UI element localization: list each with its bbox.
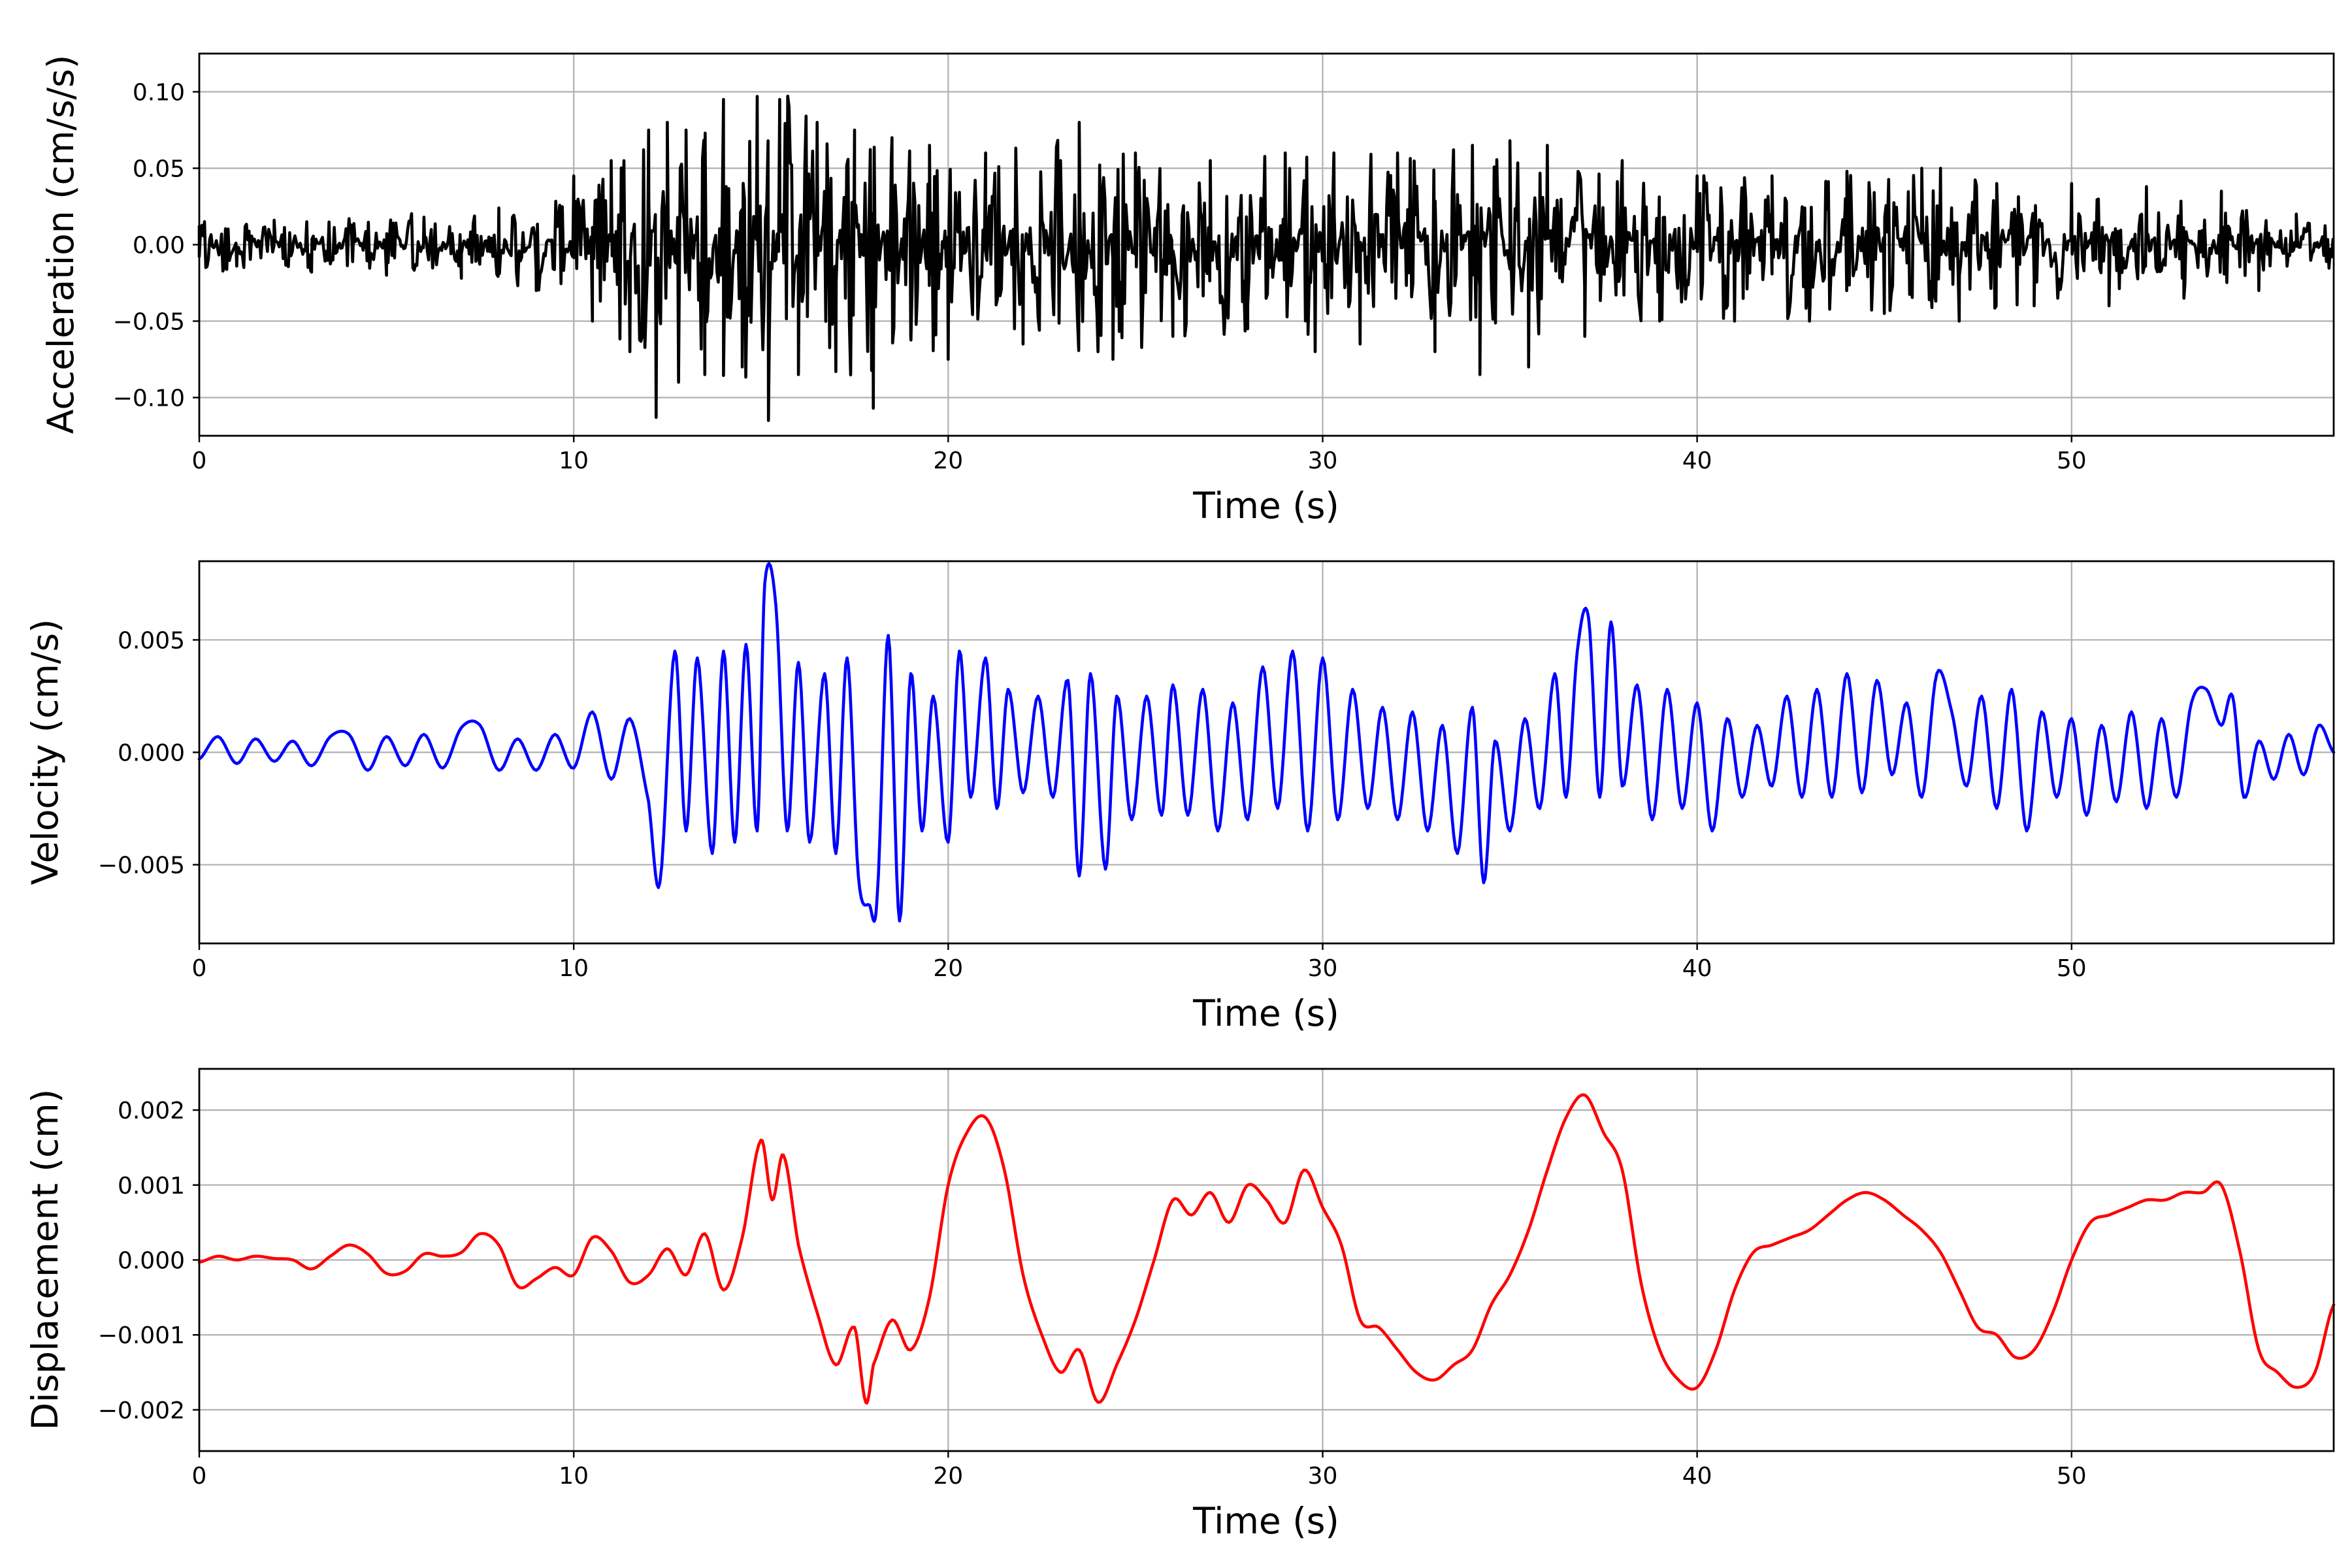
- displacement-x-tick-label: 20: [933, 1463, 963, 1490]
- displacement-series-line: [197, 1093, 2336, 1405]
- acceleration-series: [197, 94, 2335, 422]
- velocity-x-tick-label: 10: [559, 955, 589, 982]
- velocity-x-tick-label: 50: [2057, 955, 2087, 982]
- acceleration-x-tick-label: 40: [1682, 448, 1712, 474]
- acceleration-series-line: [197, 94, 2335, 422]
- acceleration-x-tick-label: 20: [933, 448, 963, 474]
- displacement-x-tick-label: 0: [192, 1463, 207, 1490]
- displacement-x-tick-label: 40: [1682, 1463, 1712, 1490]
- velocity-x-tick-label: 20: [933, 955, 963, 982]
- displacement-grid: [198, 1069, 2334, 1451]
- acceleration-x-tick-label: 10: [559, 448, 589, 474]
- acceleration-y-tick-label: 0.00: [133, 233, 185, 259]
- displacement-x-tick-label: 50: [2057, 1463, 2087, 1490]
- acceleration-y-tick-label: 0.05: [133, 156, 185, 183]
- acceleration-y-axis-label: Acceleration (cm/s/s): [40, 55, 82, 434]
- velocity-grid: [198, 561, 2334, 943]
- acceleration-y-tick-label: −0.10: [113, 385, 185, 412]
- velocity-y-tick-label: 0.005: [118, 627, 185, 654]
- velocity-x-tick-label: 0: [192, 955, 207, 982]
- displacement-y-tick-label: −0.001: [98, 1322, 185, 1349]
- velocity-panel: 0 10 20 30 40 50 0.005 0.000 −0.005 Time (s) Vel…: [24, 560, 2336, 1034]
- displacement-y-tick-label: −0.002: [98, 1397, 185, 1424]
- acceleration-ticks: 0 10 20 30 40 50 0.10 0.05 0.00 −0.05 −0.10: [113, 80, 2087, 475]
- displacement-series: [197, 1093, 2336, 1405]
- displacement-y-tick-label: 0.000: [118, 1248, 185, 1275]
- velocity-y-tick-label: 0.000: [118, 740, 185, 767]
- velocity-x-tick-label: 40: [1682, 955, 1712, 982]
- velocity-y-axis-label: Velocity (cm/s): [24, 619, 66, 885]
- velocity-ticks: 0 10 20 30 40 50 0.005 0.000 −0.005: [98, 627, 2087, 982]
- acceleration-x-tick-label: 50: [2057, 448, 2087, 474]
- acceleration-panel: 0 10 20 30 40 50 0.10 0.05 0.00 −0.05 −0.10 Time (…: [40, 52, 2335, 527]
- displacement-y-axis-label: Displacement (cm): [24, 1089, 66, 1430]
- velocity-x-axis-label: Time (s): [1192, 992, 1339, 1034]
- velocity-x-tick-label: 30: [1308, 955, 1338, 982]
- displacement-x-tick-label: 30: [1308, 1463, 1338, 1490]
- velocity-y-tick-label: −0.005: [98, 853, 185, 879]
- displacement-panel: 0 10 20 30 40 50 0.002 0.001 0.000 −0.001 −0.002 T…: [24, 1068, 2336, 1542]
- acceleration-x-tick-label: 0: [192, 448, 207, 474]
- displacement-x-axis-label: Time (s): [1192, 1500, 1339, 1542]
- velocity-series-line: [197, 562, 2336, 923]
- displacement-x-tick-label: 10: [559, 1463, 589, 1490]
- acceleration-x-tick-label: 30: [1308, 448, 1338, 474]
- velocity-series: [197, 562, 2336, 923]
- displacement-y-tick-label: 0.001: [118, 1173, 185, 1200]
- displacement-ticks: 0 10 20 30 40 50 0.002 0.001 0.000 −0.001 −0.002: [98, 1098, 2087, 1490]
- acceleration-y-tick-label: 0.10: [133, 80, 185, 106]
- acceleration-y-tick-label: −0.05: [113, 309, 185, 336]
- displacement-y-tick-label: 0.002: [118, 1098, 185, 1124]
- acceleration-x-axis-label: Time (s): [1192, 485, 1339, 527]
